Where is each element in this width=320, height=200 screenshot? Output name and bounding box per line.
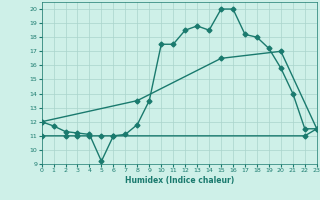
X-axis label: Humidex (Indice chaleur): Humidex (Indice chaleur) <box>124 176 234 185</box>
